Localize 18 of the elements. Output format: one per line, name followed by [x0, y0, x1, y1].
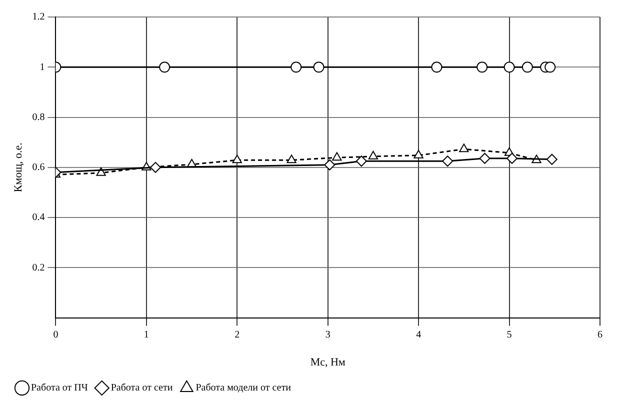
x-tick-label: 3: [325, 329, 330, 340]
y-tick-label: 0.8: [32, 112, 45, 123]
x-tick-label: 4: [416, 329, 422, 340]
y-tick-label: 1: [40, 62, 45, 73]
legend-label: Работа от ПЧ: [31, 382, 88, 394]
x-tick-label: 5: [506, 329, 512, 340]
legend-label: Работа от сети: [110, 382, 174, 394]
x-tick-label: 6: [598, 329, 602, 340]
y-tick-label: 0.6: [32, 162, 45, 174]
x-tick-label: 0: [53, 329, 58, 340]
y-axis-title: Кмощ, о.е.: [12, 142, 24, 192]
y-tick-label: 1.2: [32, 12, 45, 23]
x-tick-label: 2: [234, 329, 240, 340]
x-axis-title: Мс, Нм: [310, 356, 346, 368]
y-tick-label: 0.4: [32, 212, 45, 224]
x-tick-label: 1: [144, 329, 149, 340]
legend-label: Работа модели от сети: [196, 382, 292, 394]
y-tick-label: 0.2: [32, 262, 45, 274]
